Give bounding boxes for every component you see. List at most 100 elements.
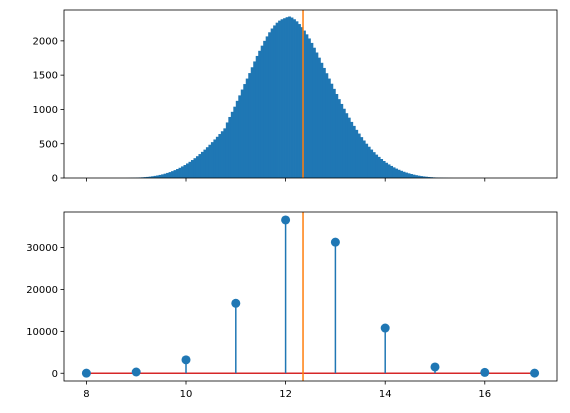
stem-marker bbox=[181, 355, 191, 365]
histogram-bar bbox=[168, 172, 172, 178]
histogram-bar bbox=[315, 52, 319, 179]
stem-ticks: 8 10 12 14 16 0 10000 20000 30000 bbox=[26, 243, 491, 400]
histogram-bar bbox=[298, 24, 301, 178]
stem-marker bbox=[430, 362, 440, 372]
histogram-bar bbox=[337, 99, 341, 178]
histogram-bar bbox=[340, 103, 344, 178]
histogram-bar bbox=[327, 78, 331, 178]
histogram-bar bbox=[273, 25, 276, 178]
histogram-bar bbox=[420, 176, 423, 178]
stem-marker bbox=[530, 368, 540, 378]
histogram-ytick-label: 1000 bbox=[33, 105, 58, 116]
histogram-bar bbox=[243, 84, 247, 178]
histogram-bar bbox=[332, 88, 336, 178]
histogram-bar bbox=[200, 151, 204, 178]
histogram-bar bbox=[288, 16, 291, 179]
histogram-bar bbox=[405, 172, 408, 178]
histogram-bar bbox=[303, 30, 306, 179]
histogram-bar bbox=[205, 147, 209, 178]
histogram-bar bbox=[305, 34, 309, 178]
stem-marker bbox=[480, 367, 490, 377]
histogram-ytick-label: 2000 bbox=[33, 36, 58, 47]
histogram-bar bbox=[387, 164, 391, 178]
stem-ytick-label: 20000 bbox=[26, 285, 58, 296]
histogram-bar bbox=[350, 121, 354, 178]
histogram-bar bbox=[377, 156, 381, 178]
histogram-bar bbox=[310, 42, 314, 178]
histogram-axes: 0 500 1000 1500 2000 bbox=[33, 9, 558, 185]
histogram-ticks: 0 500 1000 1500 2000 bbox=[33, 36, 486, 185]
histogram-bar bbox=[255, 55, 259, 178]
histogram-bar bbox=[362, 140, 366, 178]
histogram-bar bbox=[300, 27, 304, 179]
histogram-bar bbox=[171, 171, 174, 178]
histogram-bar bbox=[158, 174, 162, 178]
histogram-bar bbox=[183, 165, 187, 178]
histogram-bar bbox=[357, 133, 361, 178]
histogram-bar bbox=[188, 161, 192, 178]
histogram-bar bbox=[233, 106, 237, 178]
histogram-frame bbox=[63, 9, 558, 179]
histogram-bar bbox=[397, 169, 401, 178]
histogram-bar bbox=[280, 19, 284, 179]
histogram-bar bbox=[178, 167, 182, 178]
histogram-bar bbox=[223, 128, 227, 178]
histogram-bar bbox=[240, 89, 244, 178]
histogram-bar bbox=[382, 160, 386, 178]
histogram-bar bbox=[230, 111, 234, 178]
histogram-bar bbox=[317, 57, 321, 178]
histogram-ytick-label: 0 bbox=[52, 174, 58, 185]
histogram-bar bbox=[412, 174, 416, 178]
histogram-bar bbox=[355, 129, 359, 178]
stem-ytick-label: 0 bbox=[52, 369, 58, 380]
stem-marker bbox=[281, 215, 291, 225]
stem-xtick-label: 12 bbox=[279, 389, 292, 400]
histogram-bar bbox=[265, 36, 269, 179]
histogram-bar bbox=[186, 163, 189, 178]
histogram-bar bbox=[173, 170, 177, 178]
histogram-bar bbox=[238, 95, 242, 178]
stem-ytick-label: 30000 bbox=[26, 243, 58, 254]
histogram-bar bbox=[283, 18, 286, 178]
histogram-bar bbox=[308, 38, 311, 179]
histogram-bar bbox=[325, 73, 329, 178]
stem-xtick-label: 10 bbox=[180, 389, 193, 400]
histogram-bar bbox=[360, 137, 364, 178]
histogram-bar bbox=[146, 176, 150, 178]
histogram-bar bbox=[347, 117, 351, 178]
histogram-bar bbox=[415, 175, 418, 178]
histogram-bar bbox=[220, 131, 224, 178]
histogram-bar bbox=[395, 168, 398, 178]
histogram-bar bbox=[268, 32, 272, 179]
histogram-bar bbox=[385, 162, 389, 178]
histogram-bar bbox=[210, 142, 214, 178]
histogram-bar bbox=[258, 50, 262, 178]
histogram-bar bbox=[218, 134, 222, 178]
histogram-bar bbox=[352, 125, 356, 178]
histogram-bar bbox=[190, 160, 194, 178]
histogram-bar bbox=[225, 122, 229, 178]
histogram-bar bbox=[228, 116, 232, 178]
histogram-bar bbox=[312, 47, 316, 178]
histogram-bar bbox=[293, 19, 296, 179]
histogram-bar bbox=[427, 176, 431, 178]
histogram-bar bbox=[143, 177, 147, 178]
histogram-bar bbox=[425, 176, 428, 178]
histogram-bar bbox=[248, 73, 252, 178]
histogram-bar bbox=[193, 158, 197, 178]
stem-marker bbox=[330, 237, 340, 247]
histogram-bar bbox=[342, 108, 346, 178]
histogram-bar bbox=[380, 159, 384, 178]
histogram-bar bbox=[195, 156, 199, 178]
histogram-bar bbox=[270, 28, 274, 179]
histogram-bar bbox=[161, 174, 164, 178]
stem-xtick-label: 14 bbox=[379, 389, 392, 400]
stem-marker bbox=[380, 323, 390, 333]
histogram-bar bbox=[151, 176, 154, 178]
histogram-bar bbox=[208, 144, 212, 178]
histogram-bar bbox=[163, 173, 167, 178]
histogram-bar bbox=[430, 177, 433, 178]
histogram-bar bbox=[285, 17, 289, 179]
stem-marker bbox=[231, 298, 241, 308]
histogram-bar bbox=[275, 22, 279, 178]
